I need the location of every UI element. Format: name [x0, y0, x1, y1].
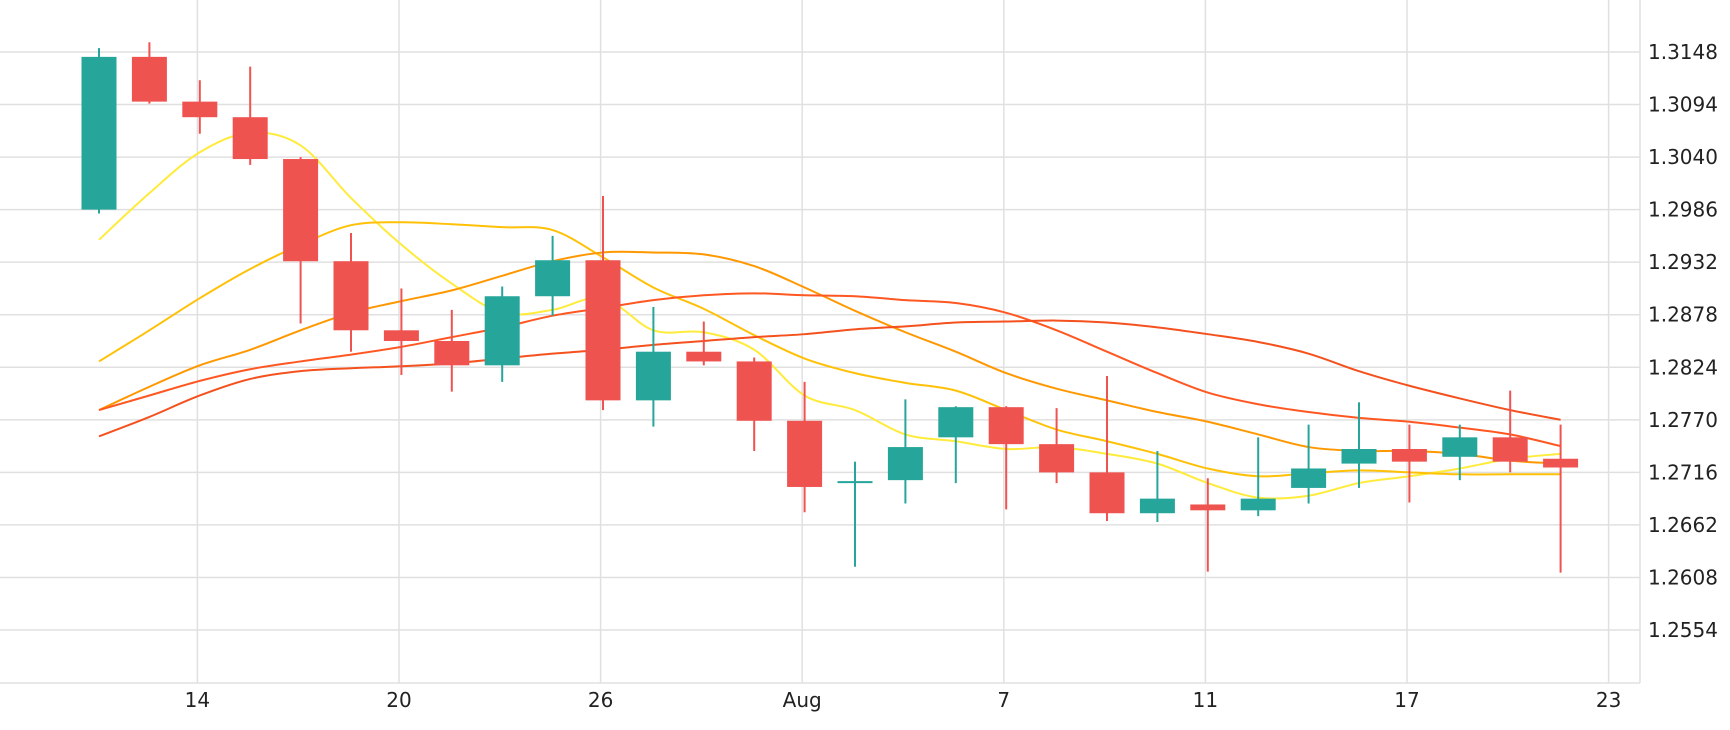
candle-body — [938, 407, 974, 438]
candle-body — [484, 296, 520, 366]
x-tick-label: 14 — [185, 688, 210, 712]
candle-body — [1492, 437, 1528, 462]
candle-up — [938, 406, 974, 484]
y-tick-label: 1.3094 — [1648, 93, 1718, 117]
y-tick-label: 1.2932 — [1648, 250, 1718, 274]
candle-down — [182, 80, 218, 134]
candle-down — [232, 66, 268, 165]
moving-average-layer — [98, 131, 1561, 500]
candle-body — [1391, 449, 1427, 462]
candle-body — [887, 447, 923, 481]
grid-layer — [0, 0, 1641, 684]
moving-average-line — [98, 250, 1561, 465]
candle-down — [131, 42, 167, 104]
candle-body — [182, 101, 218, 118]
candle-body — [1139, 498, 1175, 514]
x-tick-label: 26 — [588, 688, 613, 712]
candle-body — [283, 159, 319, 262]
candle-body — [988, 407, 1024, 445]
candle-body — [686, 351, 722, 362]
y-tick-label: 1.2770 — [1648, 408, 1718, 432]
candle-body — [1543, 458, 1579, 468]
x-tick-label: 23 — [1596, 688, 1621, 712]
candle-body — [837, 481, 873, 484]
axis-layer: 1.2554 1.2608 1.2662 1.2716 1.2770 1.2824 1.28… — [185, 40, 1718, 712]
candle-body — [81, 56, 117, 210]
y-tick-label: 1.2824 — [1648, 355, 1718, 379]
candle-body — [787, 420, 823, 487]
candle-down — [787, 381, 823, 513]
candle-body — [1039, 444, 1075, 473]
moving-average-line — [98, 131, 1561, 500]
candle-body — [1291, 468, 1327, 488]
candle-body — [1190, 504, 1226, 511]
candle-body — [635, 351, 671, 401]
candle-body — [535, 260, 571, 297]
candle-body — [1089, 472, 1125, 514]
moving-average-line — [98, 319, 1561, 438]
candle-down — [1039, 408, 1075, 484]
candle-down — [383, 288, 419, 376]
candle-down — [1492, 390, 1528, 473]
y-tick-label: 1.3148 — [1648, 40, 1718, 64]
candle-down — [686, 321, 722, 366]
y-tick-label: 1.2554 — [1648, 618, 1718, 642]
candle-up — [887, 399, 923, 504]
candle-down — [1089, 376, 1125, 522]
candle-down — [585, 196, 621, 411]
candle-down — [283, 157, 319, 324]
candle-down — [1391, 424, 1427, 503]
candle-down — [736, 357, 772, 451]
candle-body — [1240, 498, 1276, 511]
x-tick-label: 11 — [1193, 688, 1218, 712]
candle-up — [1341, 402, 1377, 488]
y-tick-label: 1.2878 — [1648, 303, 1718, 327]
candle-up — [1139, 450, 1175, 522]
candle-body — [434, 341, 470, 366]
candle-down — [1543, 424, 1579, 573]
y-tick-label: 1.2716 — [1648, 460, 1718, 484]
candle-up — [837, 461, 873, 567]
candle-down — [988, 406, 1024, 510]
candle-up — [535, 235, 571, 316]
candle-up — [81, 48, 117, 214]
candle-up — [635, 306, 671, 427]
candle-body — [333, 261, 369, 331]
y-tick-label: 1.2986 — [1648, 198, 1718, 222]
candle-body — [131, 56, 167, 102]
candle-down — [434, 309, 470, 392]
y-tick-label: 1.3040 — [1648, 145, 1718, 169]
candle-up — [484, 286, 520, 382]
candle-body — [383, 330, 419, 341]
moving-average-line — [98, 292, 1561, 448]
candle-up — [1240, 437, 1276, 517]
x-tick-label: 17 — [1394, 688, 1419, 712]
candle-body — [1341, 449, 1377, 464]
candle-up — [1291, 424, 1327, 504]
y-tick-label: 1.2662 — [1648, 513, 1718, 537]
y-tick-label: 1.2608 — [1648, 565, 1718, 589]
candle-body — [736, 361, 772, 421]
candle-body — [585, 260, 621, 401]
x-tick-label: Aug — [783, 688, 822, 712]
candle-down — [333, 232, 369, 352]
candle-body — [232, 117, 268, 160]
candle-up — [1442, 424, 1478, 481]
x-tick-label: 7 — [997, 688, 1010, 712]
x-tick-label: 20 — [386, 688, 411, 712]
moving-average-line — [98, 221, 1561, 478]
candle-body — [1442, 437, 1478, 457]
candle-layer — [81, 42, 1579, 573]
candle-down — [1190, 478, 1226, 572]
